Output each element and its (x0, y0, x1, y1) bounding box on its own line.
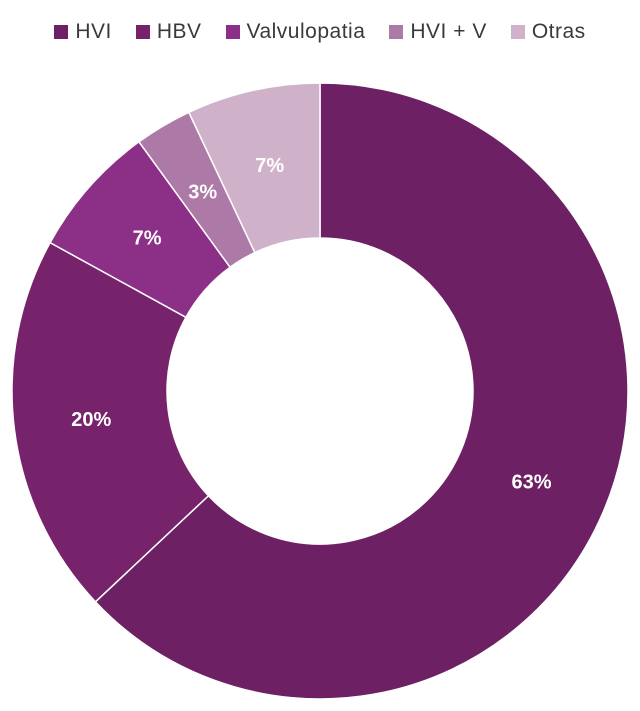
legend-item-valvulopatia: Valvulopatia (225, 20, 366, 44)
slice-label-otras: 7% (255, 155, 284, 177)
legend-label-hbv: HBV (156, 20, 202, 43)
legend-swatch-hbv (135, 25, 150, 39)
slice-label-hbv: 20% (71, 409, 111, 431)
legend-swatch-hvi-v (389, 25, 404, 39)
chart-legend: HVI HBV Valvulopatia HVI + V Otras (0, 20, 640, 44)
legend-swatch-valvulopatia (225, 25, 240, 39)
legend-item-hvi-v: HVI + V (389, 20, 486, 44)
legend-label-valvulopatia: Valvulopatia (246, 20, 366, 43)
legend-item-hbv: HBV (135, 20, 202, 44)
slice-otras (187, 82, 321, 254)
legend-label-hvi: HVI (75, 20, 112, 43)
slice-label-valvulopatia: 7% (133, 228, 162, 250)
legend-swatch-otras (510, 25, 525, 39)
legend-item-hvi: HVI (54, 20, 112, 44)
slice-hbv (11, 241, 210, 603)
slice-label-hvi: 63% (512, 472, 552, 494)
slice-hvi (94, 82, 629, 700)
legend-label-hvi-v: HVI + V (410, 20, 487, 43)
legend-swatch-hvi (54, 25, 69, 39)
legend-label-otras: Otras (531, 20, 586, 43)
legend-item-otras: Otras (510, 20, 586, 44)
slice-label-hvi-v: 3% (188, 182, 217, 204)
